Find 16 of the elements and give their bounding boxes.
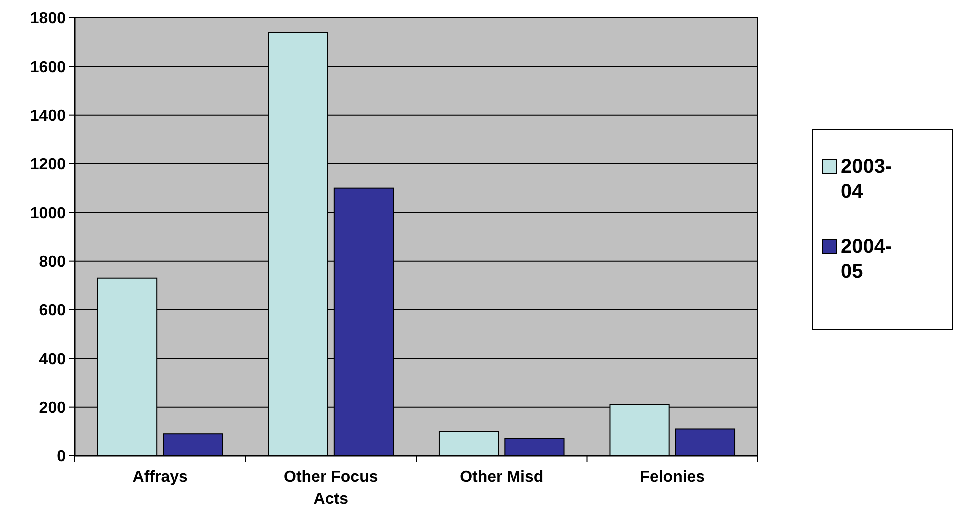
y-tick-label: 400 bbox=[39, 351, 66, 368]
y-tick-label: 1800 bbox=[30, 10, 66, 28]
y-tick-label: 0 bbox=[57, 448, 66, 466]
x-tick-label: Other Focus Acts bbox=[284, 469, 378, 508]
y-tick-label: 600 bbox=[39, 302, 66, 320]
x-tick-label: Other Misd bbox=[460, 469, 544, 486]
y-tick-label: 800 bbox=[39, 254, 66, 271]
y-tick-label: 1600 bbox=[30, 59, 66, 76]
y-tick-label: 200 bbox=[39, 400, 66, 417]
y-tick-label: 1200 bbox=[30, 156, 66, 174]
x-tick-label: Felonies bbox=[640, 469, 706, 486]
legend-label: 2003-04 bbox=[841, 156, 892, 203]
y-tick-label: 1400 bbox=[30, 108, 66, 125]
y-tick-label: 1000 bbox=[30, 205, 66, 222]
x-tick-label: Affrays bbox=[132, 469, 188, 486]
legend-label: 2004-05 bbox=[841, 236, 892, 283]
